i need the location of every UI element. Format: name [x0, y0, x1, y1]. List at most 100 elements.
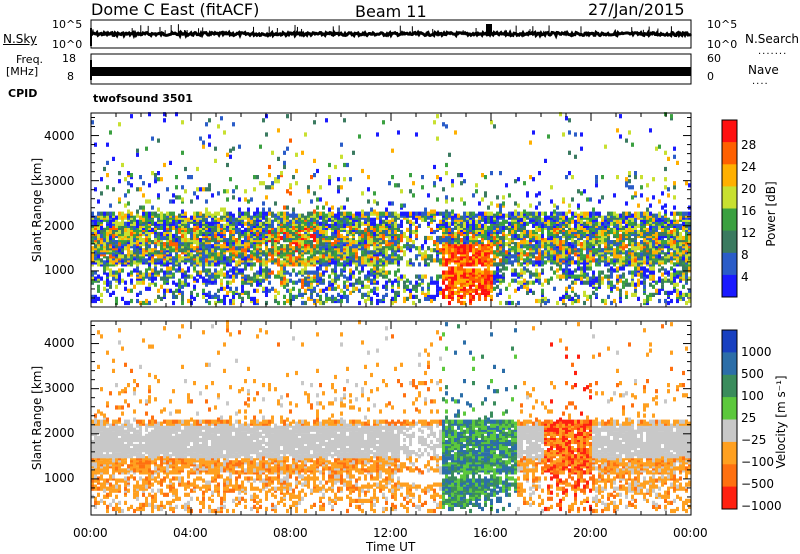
heat-cell — [376, 298, 379, 304]
heat-cell — [274, 288, 277, 293]
heat-cell — [406, 227, 409, 232]
heat-cell — [511, 246, 514, 251]
heat-cell — [424, 211, 427, 216]
heat-cell — [277, 300, 280, 306]
heat-cell — [91, 211, 94, 216]
heat-cell — [610, 258, 613, 263]
heat-cell — [418, 211, 421, 216]
heat-cell — [595, 175, 598, 180]
heat-cell — [259, 144, 262, 149]
heat-cell — [187, 238, 190, 243]
heat-cell — [235, 246, 238, 251]
heat-cell — [391, 201, 394, 206]
heat-cell — [133, 215, 136, 220]
heat-cell — [238, 211, 241, 216]
heat-cell — [313, 209, 316, 214]
heat-cell — [364, 292, 367, 297]
heat-cell — [397, 276, 400, 281]
heat-cell — [352, 286, 355, 291]
heat-cell — [496, 266, 499, 271]
heat-cell — [139, 238, 142, 243]
heat-cell — [361, 238, 364, 243]
heat-cell — [202, 144, 205, 149]
heat-cell — [262, 262, 265, 267]
heat-cell — [550, 211, 553, 216]
heat-cell — [310, 233, 313, 239]
heat-cell — [601, 240, 604, 245]
heat-cell — [220, 233, 223, 239]
heat-cell — [130, 173, 133, 178]
heat-cell — [109, 219, 112, 224]
heat-cell — [565, 266, 568, 271]
heat-cell — [142, 300, 145, 306]
heat-cell — [598, 278, 601, 283]
heat-cell — [202, 294, 205, 299]
heat-cell — [301, 260, 304, 265]
heat-cell — [328, 296, 331, 301]
heat-cell — [112, 233, 115, 239]
heat-cell — [142, 205, 145, 210]
heat-cell — [394, 260, 397, 265]
heat-cell — [406, 260, 409, 265]
heat-cell — [244, 227, 247, 232]
heat-cell — [106, 256, 109, 261]
heat-cell — [463, 292, 466, 297]
heat-cell — [556, 238, 559, 243]
heat-cell — [472, 268, 475, 273]
heat-cell — [163, 242, 166, 247]
heat-cell — [499, 244, 502, 249]
heat-cell — [499, 221, 502, 226]
heat-cell — [532, 244, 535, 249]
heat-cell — [481, 223, 484, 228]
heat-cell — [94, 294, 97, 299]
heat-cell — [112, 252, 115, 257]
heat-cell — [379, 298, 382, 304]
heat-cell — [556, 274, 559, 279]
heat-cell — [616, 175, 619, 180]
heat-cell — [157, 294, 160, 299]
heat-cell — [334, 164, 337, 170]
heat-cell — [385, 244, 388, 249]
heat-cell — [280, 260, 283, 265]
heat-cell — [295, 168, 298, 174]
heat-cell — [595, 276, 598, 281]
heat-cell — [529, 203, 532, 208]
heat-cell — [196, 166, 199, 172]
heat-cell — [175, 229, 178, 235]
heat-cell — [328, 207, 331, 212]
heat-cell — [514, 254, 517, 259]
heat-cell — [145, 199, 148, 204]
heat-cell — [205, 258, 208, 263]
heat-cell — [163, 235, 166, 241]
heat-cell — [568, 244, 571, 249]
heat-cell — [157, 177, 160, 182]
heat-cell — [481, 278, 484, 283]
heat-cell — [463, 286, 466, 291]
heat-cell — [619, 288, 622, 293]
heat-cell — [568, 229, 571, 235]
heat-cell — [364, 248, 367, 253]
heat-cell — [214, 225, 217, 230]
heat-cell — [526, 280, 529, 285]
heat-cell — [601, 276, 604, 281]
heat-cell — [286, 231, 289, 237]
heat-cell — [427, 282, 430, 287]
heat-cell — [208, 142, 211, 147]
heat-cell — [211, 252, 214, 257]
heat-cell — [565, 238, 568, 243]
heat-cell — [628, 221, 631, 226]
heat-cell — [178, 235, 181, 241]
heat-cell — [199, 274, 202, 279]
heat-cell — [133, 244, 136, 249]
heat-cell — [313, 238, 316, 243]
heat-cell — [439, 290, 442, 295]
heat-cell — [148, 112, 151, 117]
heat-cell — [127, 181, 130, 186]
heat-cell — [349, 229, 352, 235]
heat-cell — [169, 270, 172, 275]
heat-cell — [448, 254, 451, 259]
heat-cell — [346, 284, 349, 289]
heat-cell — [385, 215, 388, 220]
heat-cell — [535, 240, 538, 245]
heat-cell — [553, 270, 556, 275]
